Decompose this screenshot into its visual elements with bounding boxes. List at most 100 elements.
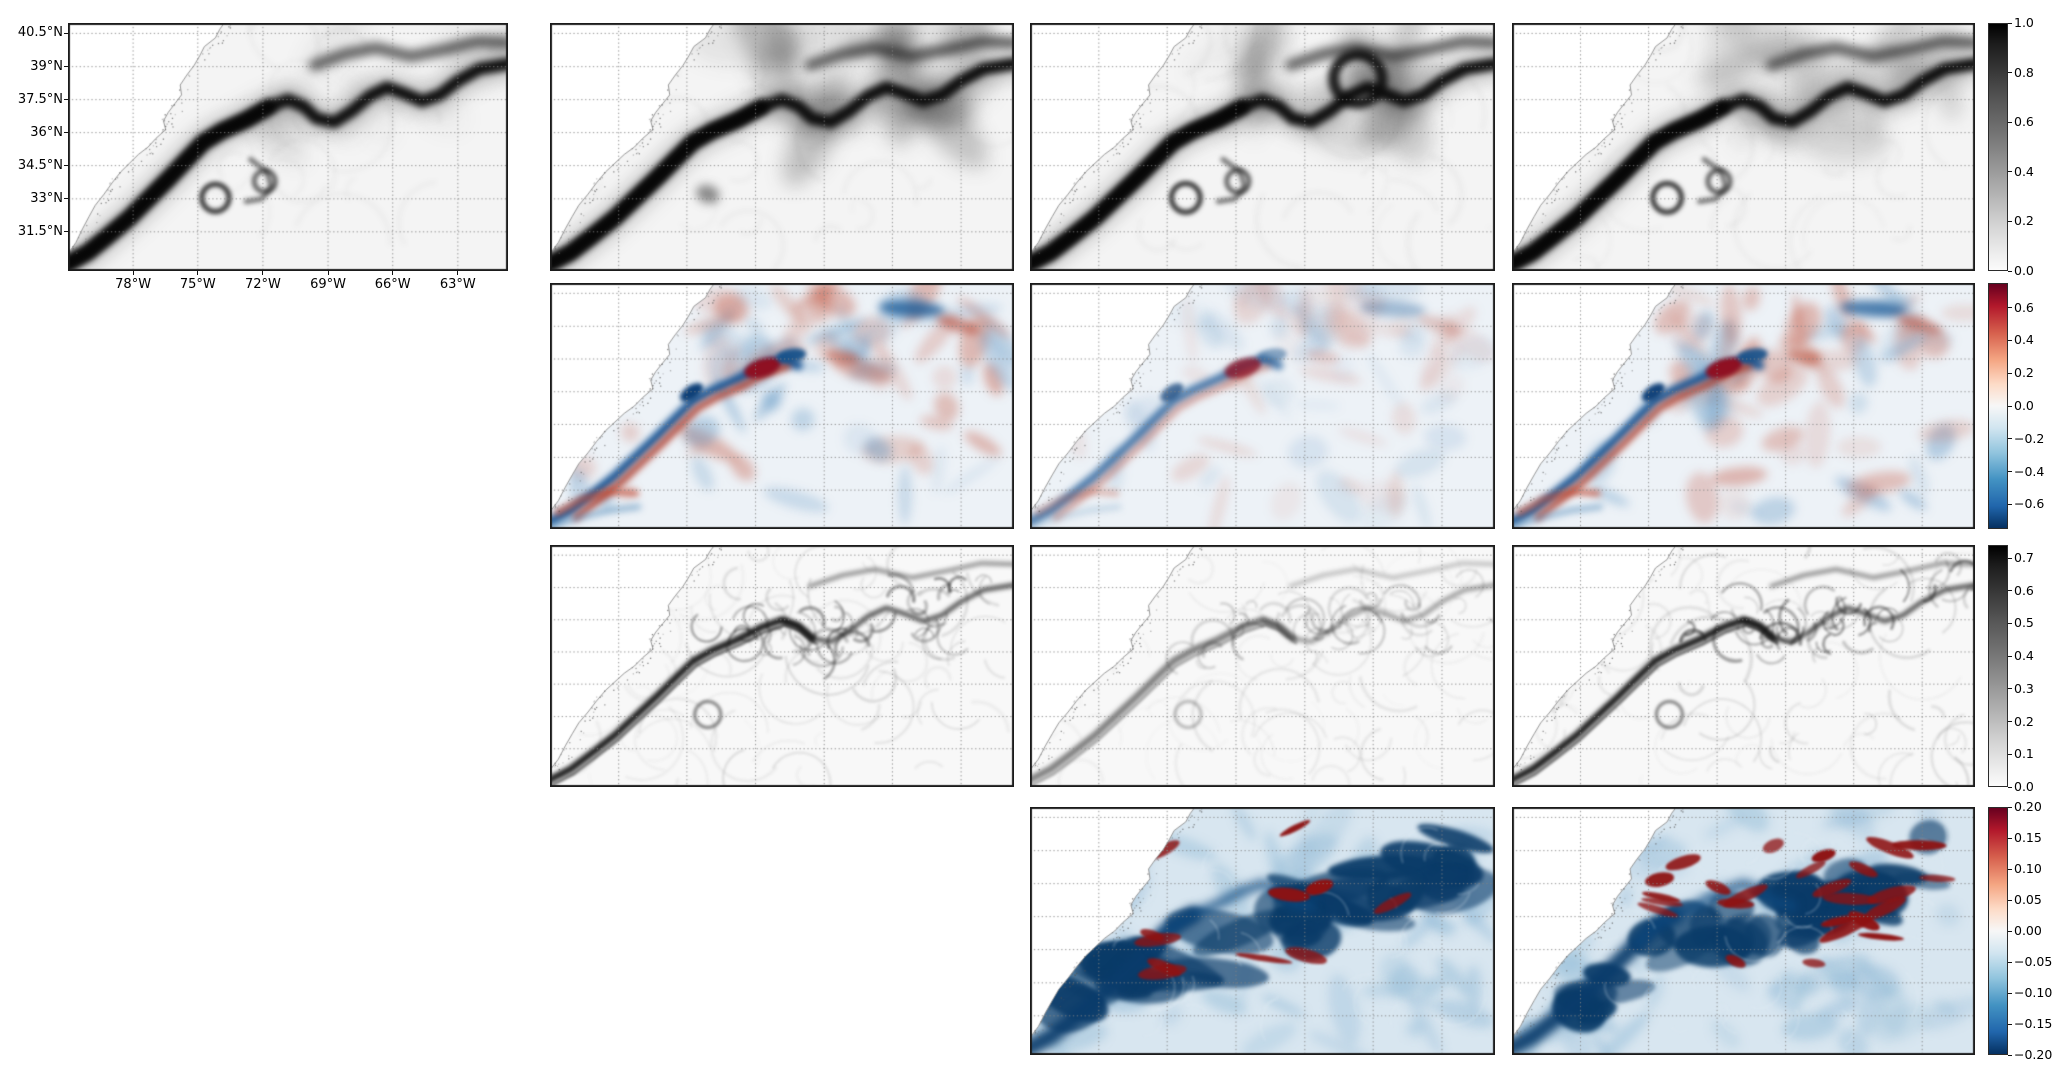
colorbar-tick-label: 0.0 xyxy=(2014,398,2034,413)
colorbar-tick-mark xyxy=(2008,786,2012,788)
colorbar-tick-label: 1.0 xyxy=(2014,15,2034,30)
x-tick-label: 78°W xyxy=(115,277,152,292)
map-panel-r3c4 xyxy=(1512,545,1975,787)
y-tick-mark xyxy=(64,165,68,167)
map-canvas-r3c4 xyxy=(1512,545,1975,787)
map-panel-r3c3 xyxy=(1030,545,1495,787)
colorbar-tick-label: 0.8 xyxy=(2014,64,2034,80)
map-canvas-r4c4 xyxy=(1512,807,1975,1055)
colorbar-tick-mark xyxy=(2008,1054,2012,1056)
colorbar-tick-mark xyxy=(2008,72,2012,74)
colorbar-tick-label: 0.3 xyxy=(2014,680,2034,696)
y-tick-mark xyxy=(64,66,68,68)
colorbar-row2 xyxy=(1988,283,2008,529)
colorbar-tick-mark xyxy=(2008,899,2012,901)
x-tick-label: 69°W xyxy=(310,277,346,292)
map-panel-r4c3 xyxy=(1030,807,1495,1055)
x-tick-label: 75°W xyxy=(179,277,216,292)
colorbar-tick-label: 0.00 xyxy=(2014,923,2042,938)
colorbar-tick-mark xyxy=(2008,992,2012,994)
y-tick-label: 31.5°N xyxy=(17,223,63,239)
colorbar-tick-mark xyxy=(2008,1023,2012,1025)
colorbar-tick-label: −0.20 xyxy=(2014,1047,2053,1062)
colorbar-tick-label: 0.6 xyxy=(2014,114,2034,130)
x-tick-label: 63°W xyxy=(439,277,476,292)
map-panel-r3c2 xyxy=(550,545,1014,787)
colorbar-tick-label: 0.2 xyxy=(2014,713,2034,729)
y-tick-mark xyxy=(64,198,68,200)
map-canvas-r2c4 xyxy=(1512,283,1975,529)
colorbar-tick-label: −0.05 xyxy=(2014,954,2053,969)
map-panel-r2c2 xyxy=(550,283,1014,529)
colorbar-tick-mark xyxy=(2008,503,2012,505)
colorbar-tick-label: −0.2 xyxy=(2014,430,2045,446)
colorbar-tick-mark xyxy=(2008,307,2012,309)
colorbar-tick-mark xyxy=(2008,806,2012,808)
map-canvas-r1c2 xyxy=(550,23,1014,271)
y-tick-label: 39°N xyxy=(30,58,63,74)
colorbar-tick-mark xyxy=(2008,220,2012,222)
colorbar-tick-mark xyxy=(2008,961,2012,963)
colorbar-tick-mark xyxy=(2008,930,2012,932)
x-tick-mark xyxy=(197,271,199,275)
map-panel-r2c4 xyxy=(1512,283,1975,529)
colorbar-tick-label: 0.15 xyxy=(2014,830,2042,845)
map-canvas-r1c1 xyxy=(68,23,508,271)
map-panel-r1c1 xyxy=(68,23,508,271)
colorbar-tick-label: −0.4 xyxy=(2014,463,2045,479)
colorbar-tick-mark xyxy=(2008,721,2012,723)
map-canvas-r4c3 xyxy=(1030,807,1495,1055)
x-tick-label: 72°W xyxy=(244,277,281,292)
x-tick-mark xyxy=(132,271,134,275)
colorbar-tick-mark xyxy=(2008,22,2012,24)
x-tick-mark xyxy=(262,271,264,275)
colorbar-tick-label: 0.6 xyxy=(2014,582,2034,598)
colorbar-row1 xyxy=(1988,23,2008,271)
colorbar-tick-mark xyxy=(2008,471,2012,473)
colorbar-tick-mark xyxy=(2008,557,2012,559)
y-tick-mark xyxy=(64,132,68,134)
colorbar-tick-label: −0.6 xyxy=(2014,496,2045,512)
y-tick-mark xyxy=(64,231,68,233)
colorbar-tick-mark xyxy=(2008,837,2012,839)
colorbar-tick-mark xyxy=(2008,405,2012,407)
colorbar-tick-mark xyxy=(2008,438,2012,440)
colorbar-tick-mark xyxy=(2008,590,2012,592)
colorbar-tick-label: 0.2 xyxy=(2014,365,2034,381)
colorbar-row3 xyxy=(1988,545,2008,787)
y-tick-label: 34.5°N xyxy=(17,157,63,173)
y-tick-label: 36°N xyxy=(30,124,63,140)
y-tick-label: 33°N xyxy=(30,190,63,206)
colorbar-tick-mark xyxy=(2008,121,2012,123)
x-tick-label: 66°W xyxy=(374,277,411,292)
colorbar-tick-mark xyxy=(2008,171,2012,173)
colorbar-tick-label: 0.0 xyxy=(2014,779,2034,794)
x-tick-mark xyxy=(392,271,394,275)
colorbar-tick-mark xyxy=(2008,622,2012,624)
map-canvas-r1c3 xyxy=(1030,23,1495,271)
colorbar-tick-label: −0.10 xyxy=(2014,985,2053,1000)
colorbar-tick-label: 0.4 xyxy=(2014,648,2034,664)
map-canvas-r3c2 xyxy=(550,545,1014,787)
y-tick-label: 40.5°N xyxy=(17,25,63,41)
map-canvas-r1c4 xyxy=(1512,23,1975,271)
map-canvas-r3c3 xyxy=(1030,545,1495,787)
map-panel-r4c4 xyxy=(1512,807,1975,1055)
colorbar-tick-label: 0.4 xyxy=(2014,332,2034,348)
colorbar-tick-label: 0.7 xyxy=(2014,550,2034,566)
map-canvas-r2c3 xyxy=(1030,283,1495,529)
colorbar-tick-label: 0.05 xyxy=(2014,892,2042,907)
map-panel-r1c3 xyxy=(1030,23,1495,271)
y-tick-mark xyxy=(64,32,68,34)
colorbar-tick-mark xyxy=(2008,372,2012,374)
y-tick-mark xyxy=(64,99,68,101)
colorbar-tick-mark xyxy=(2008,688,2012,690)
colorbar-tick-mark xyxy=(2008,270,2012,272)
colorbar-tick-label: 0.5 xyxy=(2014,615,2034,631)
colorbar-tick-mark xyxy=(2008,753,2012,755)
map-panel-r2c3 xyxy=(1030,283,1495,529)
colorbar-row4 xyxy=(1988,807,2008,1055)
x-tick-mark xyxy=(327,271,329,275)
colorbar-tick-label: 0.4 xyxy=(2014,163,2034,179)
